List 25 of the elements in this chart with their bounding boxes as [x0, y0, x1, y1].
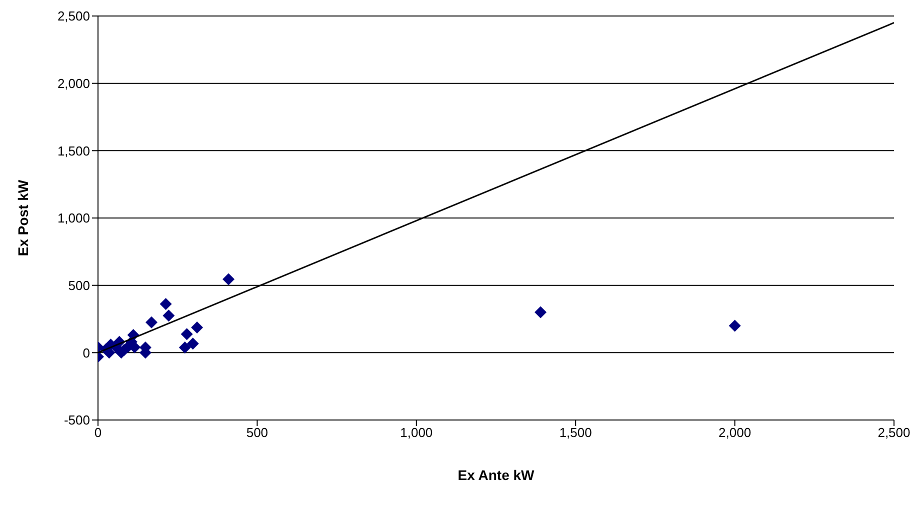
point: [222, 273, 235, 286]
y-tick-label: 2,500: [57, 8, 90, 24]
y-tick-label: 2,000: [57, 76, 90, 91]
y-axis-title: Ex Post kW: [14, 179, 31, 256]
x-tick-label: 2,500: [878, 425, 910, 440]
point: [180, 328, 193, 340]
point: [728, 320, 741, 332]
x-tick-label: 1,000: [400, 425, 433, 440]
point: [162, 310, 175, 322]
y-tick-label: 1,000: [57, 210, 90, 226]
point: [191, 321, 204, 334]
point: [145, 316, 158, 328]
x-tick-label: 0: [94, 425, 102, 440]
x-axis-title: Ex Ante kW: [458, 467, 536, 483]
point: [186, 338, 199, 350]
y-tick-label: -500: [64, 412, 90, 428]
point: [178, 342, 191, 354]
y-tick-label: 1,500: [57, 143, 90, 158]
point: [534, 306, 547, 318]
y-tick-label: 500: [68, 278, 90, 293]
x-tick-label: 1,500: [559, 425, 592, 440]
y-tick-label: 0: [82, 345, 90, 360]
x-tick-label: 500: [246, 425, 268, 440]
x-tick-label: 2,000: [718, 425, 752, 440]
point: [160, 298, 172, 310]
